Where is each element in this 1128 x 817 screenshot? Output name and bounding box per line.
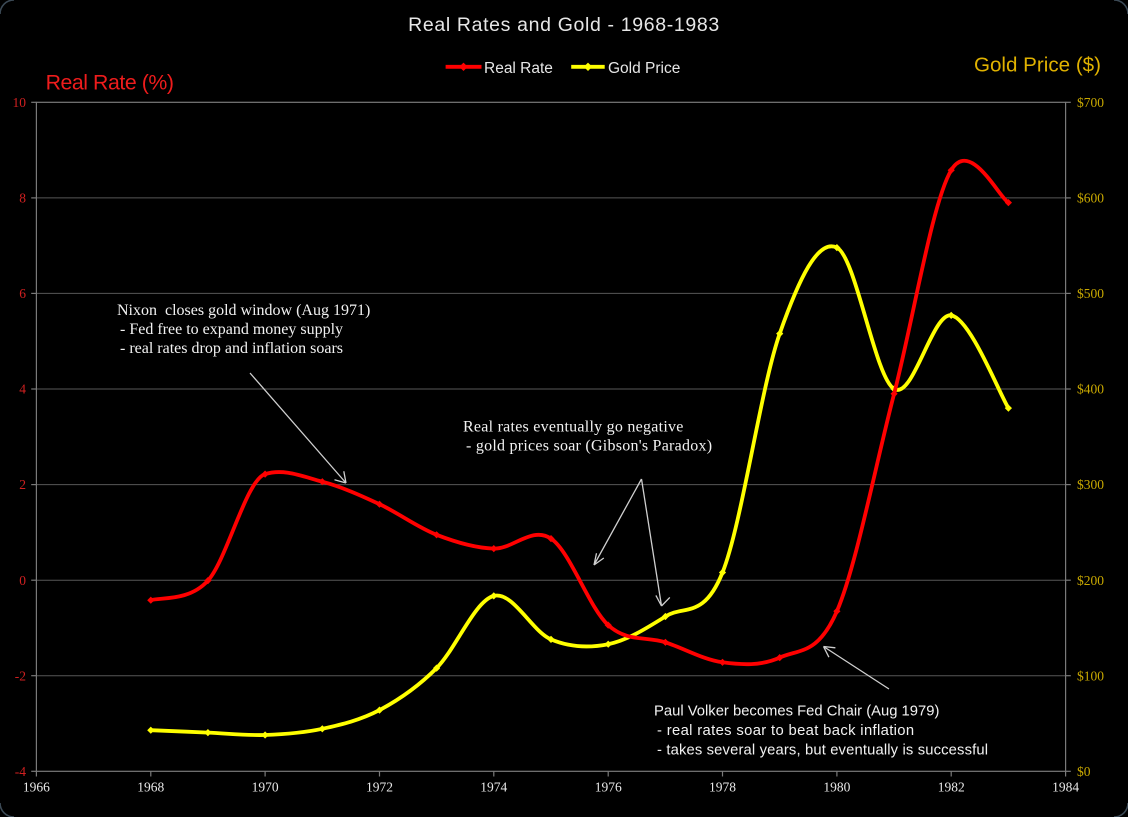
svg-text:1978: 1978 xyxy=(709,780,736,795)
svg-text:1976: 1976 xyxy=(595,780,622,795)
svg-text:- gold prices soar (Gibson's P: - gold prices soar (Gibson's Paradox) xyxy=(466,438,712,455)
svg-text:- Fed free to expand money sup: - Fed free to expand money supply xyxy=(120,321,343,338)
svg-text:1966: 1966 xyxy=(23,780,50,795)
svg-text:1980: 1980 xyxy=(823,780,850,795)
svg-text:Gold Price ($): Gold Price ($) xyxy=(974,54,1101,77)
svg-text:8: 8 xyxy=(19,191,26,206)
svg-text:$100: $100 xyxy=(1077,668,1104,683)
svg-text:2: 2 xyxy=(19,477,26,492)
svg-text:- real rates drop and inflatio: - real rates drop and inflation soars xyxy=(120,340,343,357)
svg-text:$400: $400 xyxy=(1077,382,1104,397)
svg-text:$0: $0 xyxy=(1077,764,1091,779)
svg-text:1972: 1972 xyxy=(366,780,393,795)
svg-text:Real rates eventually go negat: Real rates eventually go negative xyxy=(463,419,684,436)
svg-text:$700: $700 xyxy=(1077,95,1104,110)
svg-text:-4: -4 xyxy=(15,764,26,779)
svg-text:Real Rate (%): Real Rate (%) xyxy=(46,71,174,95)
svg-text:Paul Volker becomes Fed Chair: Paul Volker becomes Fed Chair (Aug 1979) xyxy=(654,704,939,720)
svg-text:Real Rate: Real Rate xyxy=(484,60,553,77)
svg-text:$200: $200 xyxy=(1077,573,1104,588)
svg-text:$300: $300 xyxy=(1077,477,1104,492)
svg-text:- real rates soar to beat back: - real rates soar to beat back inflation xyxy=(657,723,914,739)
svg-text:$500: $500 xyxy=(1077,286,1104,301)
svg-text:1982: 1982 xyxy=(938,780,965,795)
svg-text:- takes several years, but eve: - takes several years, but eventually is… xyxy=(657,742,988,758)
svg-text:1974: 1974 xyxy=(480,780,507,795)
svg-text:1984: 1984 xyxy=(1052,780,1079,795)
svg-text:6: 6 xyxy=(19,286,26,301)
svg-text:Real Rates and Gold - 1968-198: Real Rates and Gold - 1968-1983 xyxy=(408,14,720,36)
svg-text:Gold Price: Gold Price xyxy=(608,60,680,77)
svg-text:0: 0 xyxy=(19,573,26,588)
svg-text:4: 4 xyxy=(19,382,26,397)
svg-text:Nixon closes gold window (Aug: Nixon closes gold window (Aug 1971) xyxy=(117,302,370,319)
svg-text:1968: 1968 xyxy=(137,780,164,795)
svg-text:10: 10 xyxy=(13,95,27,110)
svg-text:1970: 1970 xyxy=(252,780,279,795)
svg-text:$600: $600 xyxy=(1077,191,1104,206)
svg-text:-2: -2 xyxy=(15,668,26,683)
